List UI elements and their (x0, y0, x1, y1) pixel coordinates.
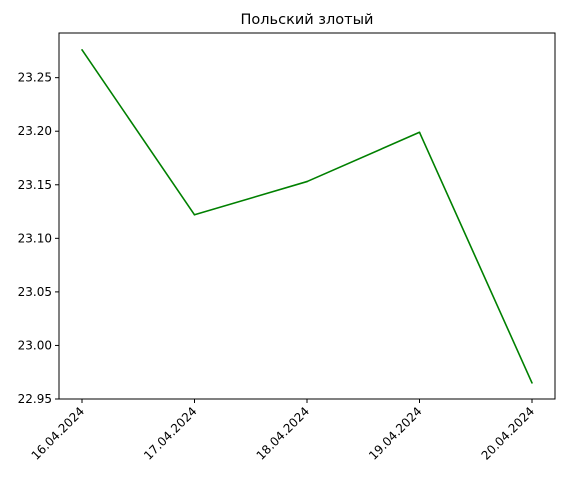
data-point (531, 382, 533, 384)
plot-area (81, 49, 533, 384)
series-line (81, 49, 533, 384)
data-point (193, 213, 196, 216)
y-tick-label: 23.15 (18, 178, 52, 192)
data-point (418, 131, 421, 134)
x-tick-label: 18.04.2024 (254, 404, 312, 462)
data-point (81, 49, 83, 51)
y-tick-label: 23.25 (18, 71, 52, 85)
y-tick-label: 22.95 (18, 392, 52, 406)
chart-title: Польский злотый (241, 12, 374, 28)
y-axis: 22.95 23.00 23.05 23.10 23.15 23.20 23.25 (18, 71, 59, 406)
x-tick-label: 17.04.2024 (141, 404, 199, 462)
plot-frame (58, 32, 556, 400)
y-tick-label: 23.05 (18, 285, 52, 299)
x-tick-label: 16.04.2024 (29, 404, 87, 462)
y-tick-label: 23.00 (18, 338, 52, 352)
x-tick-label: 20.04.2024 (479, 404, 537, 462)
y-tick-label: 23.10 (18, 231, 52, 245)
data-point (306, 180, 308, 183)
x-axis: 16.04.2024 17.04.2024 18.04.2024 19.04.2024… (29, 399, 537, 463)
x-tick-label: 19.04.2024 (366, 404, 424, 462)
y-tick-label: 23.20 (18, 124, 52, 138)
